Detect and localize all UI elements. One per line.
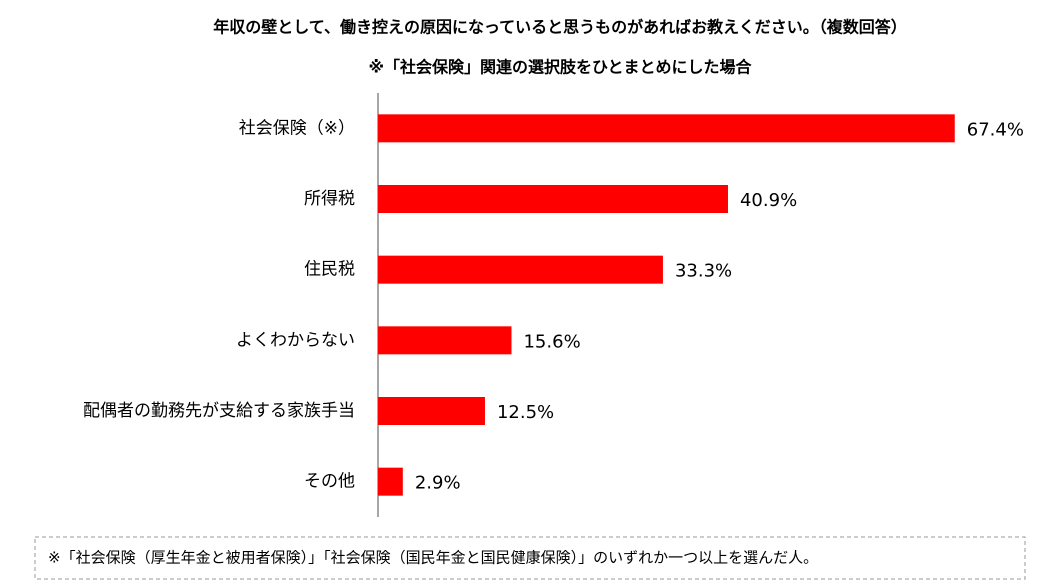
footnote-box bbox=[34, 536, 1026, 580]
category-label: 住民税 bbox=[304, 260, 355, 280]
category-label: その他 bbox=[304, 472, 355, 492]
chart-title: 年収の壁として、働き控えの原因になっていると思うものがあればお教えください。（複… bbox=[213, 18, 906, 37]
category-label: 所得税 bbox=[304, 189, 355, 209]
value-label: 15.6% bbox=[523, 331, 580, 352]
bar bbox=[378, 326, 512, 355]
category-label: よくわからない bbox=[236, 330, 355, 350]
value-label: 2.9% bbox=[415, 473, 461, 494]
bar bbox=[378, 467, 403, 496]
value-label: 40.9% bbox=[740, 190, 797, 211]
bar bbox=[378, 255, 663, 284]
bar bbox=[378, 114, 955, 143]
chart-subtitle: ※「社会保険」関連の選択肢をひとまとめにした場合 bbox=[368, 58, 752, 77]
category-label: 配偶者の勤務先が支給する家族手当 bbox=[83, 401, 355, 421]
value-label: 33.3% bbox=[675, 261, 732, 282]
bar bbox=[378, 185, 728, 213]
value-label: 12.5% bbox=[497, 402, 554, 423]
footnote: ※「社会保険（厚生年金と被用者保険）」「社会保険（国民年金と国民健康保険）」のい… bbox=[48, 549, 818, 567]
bar bbox=[378, 397, 485, 425]
value-label: 67.4% bbox=[967, 119, 1024, 140]
category-label: 社会保険（※） bbox=[239, 118, 355, 138]
